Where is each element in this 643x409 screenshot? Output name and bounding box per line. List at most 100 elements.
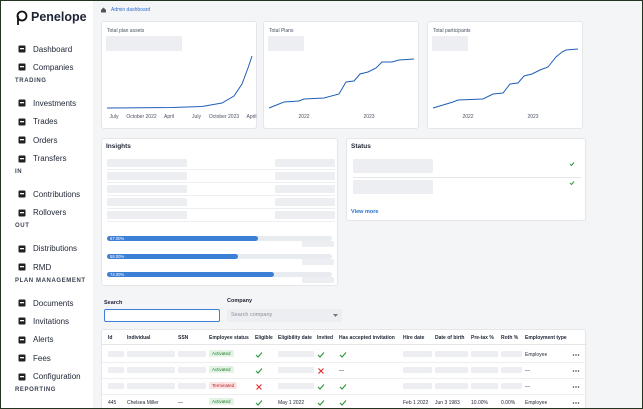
nav-item[interactable]: Configuration <box>1 368 93 386</box>
skeleton <box>302 241 334 247</box>
nav-label[interactable]: Dashboard <box>33 44 73 54</box>
nav-label[interactable]: Trades <box>33 117 58 127</box>
icon <box>317 352 325 358</box>
skeleton <box>501 351 522 357</box>
progress-bar: 58.00% <box>107 254 238 259</box>
skeleton <box>127 351 175 357</box>
trend-line <box>268 58 415 109</box>
nav-item[interactable]: Investments <box>1 94 93 112</box>
nav-item[interactable]: Dashboard <box>1 40 93 58</box>
nav-item[interactable]: Trades <box>1 113 93 131</box>
skeleton <box>275 211 335 219</box>
nav-item[interactable]: Distributions <box>1 240 93 258</box>
insights-title: Insights <box>106 143 131 150</box>
skeleton <box>108 383 124 389</box>
status-cell: Activated <box>209 398 234 405</box>
icon <box>18 118 26 126</box>
cell: Jun 3 1983 <box>435 400 460 406</box>
skeleton <box>435 367 468 373</box>
nav-item[interactable]: Invitations <box>1 312 93 330</box>
skeleton <box>127 383 175 389</box>
nav-item[interactable]: Alerts <box>1 331 93 349</box>
nav-label[interactable]: Configuration <box>33 372 81 382</box>
x-axis-label: 2023 <box>363 114 375 120</box>
nav-heading: OUT <box>15 223 30 230</box>
icon <box>317 384 325 390</box>
separator <box>107 169 335 170</box>
nav-label[interactable]: Orders <box>33 135 58 145</box>
nav-label[interactable]: Companies <box>33 62 74 72</box>
icon <box>572 354 580 356</box>
search-label: Search <box>104 300 123 306</box>
table: Id Individual SSN Employee status Eligible El… <box>101 329 587 408</box>
skeleton <box>178 367 206 373</box>
insights-card: Insights 67.00% 58.00% 74.00% <box>101 138 338 286</box>
icon <box>18 373 26 381</box>
skeleton <box>403 383 432 389</box>
skeleton <box>432 36 468 51</box>
nav-label[interactable]: Distributions <box>33 244 78 254</box>
nav-item[interactable]: Fees <box>1 349 93 367</box>
cell: 445 <box>108 400 117 406</box>
search-input[interactable] <box>104 309 220 322</box>
nav-label[interactable]: Investments <box>33 98 77 108</box>
icon <box>339 352 347 358</box>
icon <box>18 209 26 217</box>
icon <box>18 45 26 53</box>
trend-line <box>106 55 253 109</box>
status-card: Status View more <box>346 138 586 221</box>
status-badge: Activated <box>209 366 234 373</box>
skeleton <box>107 198 187 206</box>
column-header: Hire date <box>403 335 425 341</box>
column-header: Pre-tax % <box>471 335 494 341</box>
nav-label[interactable]: RMD <box>33 262 52 272</box>
nav-item[interactable]: Orders <box>1 131 93 149</box>
nav-item[interactable]: RMD <box>1 258 93 276</box>
nav-item[interactable]: Transfers <box>1 150 93 168</box>
skeleton <box>107 159 187 167</box>
cell: — <box>525 368 530 374</box>
nav-label[interactable]: Contributions <box>33 189 81 199</box>
icon <box>18 263 26 271</box>
icon <box>18 63 26 71</box>
column-header: Employee status <box>209 335 249 341</box>
nav-item[interactable]: Companies <box>1 58 93 76</box>
skeleton <box>403 351 432 357</box>
skeleton <box>302 259 334 265</box>
status-cell: Terminated <box>209 382 238 389</box>
skeleton <box>471 367 498 373</box>
status-cell: Activated <box>209 366 234 373</box>
x-axis-label: April <box>246 114 257 120</box>
cell: Employee <box>525 352 548 358</box>
progress-track: 74.00% <box>107 272 332 277</box>
cell: — <box>339 368 344 374</box>
skeleton <box>302 277 334 283</box>
company-select[interactable]: Search company <box>227 309 342 322</box>
cell: 0.00% <box>501 400 516 406</box>
chart-card: Total plan assets July October 2022 April Ju… <box>101 21 257 129</box>
cell: May 1 2022 <box>278 400 305 406</box>
cell: — <box>178 400 183 406</box>
nav-label[interactable]: Rollovers <box>33 208 67 218</box>
nav-label[interactable]: Alerts <box>33 335 54 345</box>
nav-label[interactable]: Documents <box>33 298 74 308</box>
nav-heading: PLAN MANAGEMENT <box>15 277 86 284</box>
separator <box>107 208 335 209</box>
status-cell: Activated <box>209 350 234 357</box>
nav-label[interactable]: Fees <box>33 353 51 363</box>
nav-label[interactable]: Invitations <box>33 316 70 326</box>
breadcrumb[interactable]: Admin dashboard <box>111 7 151 13</box>
header-line <box>102 344 587 345</box>
skeleton <box>403 367 432 373</box>
nav-label[interactable]: Transfers <box>33 154 67 163</box>
nav-item[interactable]: Contributions <box>1 185 93 203</box>
skeleton <box>107 172 187 180</box>
view-more[interactable]: View more <box>351 209 379 215</box>
table-row: Activated Employee <box>102 347 587 363</box>
nav-item[interactable]: Rollovers <box>1 204 93 222</box>
logo-icon <box>16 10 28 25</box>
icon <box>255 368 263 374</box>
nav-heading: TRADING <box>15 77 47 84</box>
nav-item[interactable]: Documents <box>1 294 93 312</box>
